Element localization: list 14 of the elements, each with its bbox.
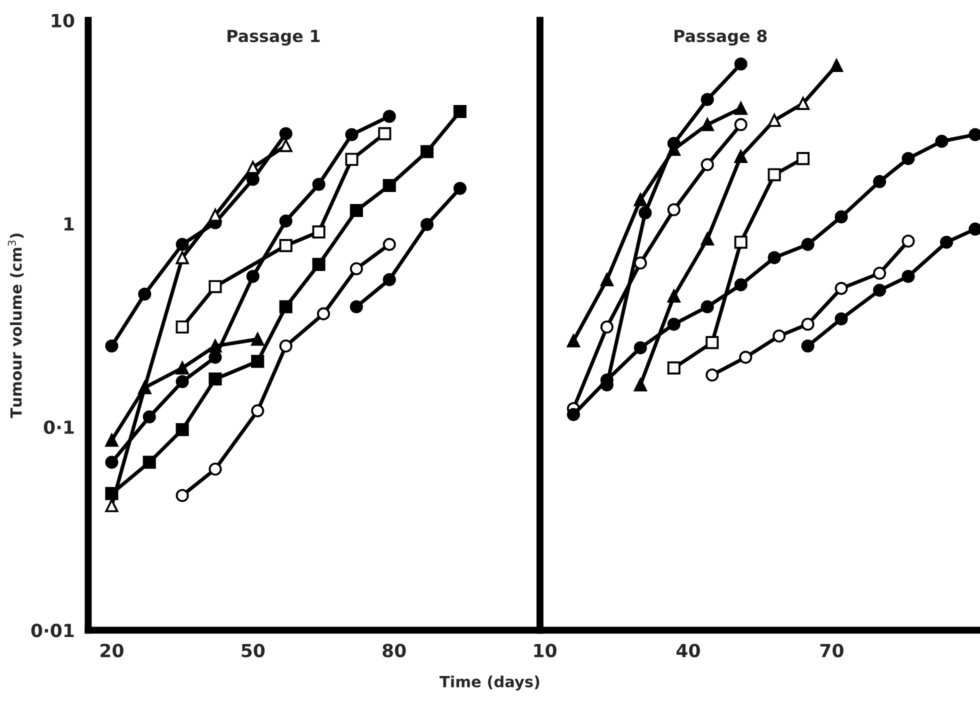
y-tick-label: 10: [52, 14, 74, 28]
y-tick-label: 0·1: [44, 420, 74, 434]
x-tick-label: 70: [820, 644, 844, 658]
x-tick-label: 10: [534, 644, 556, 658]
x-tick-label: 20: [100, 644, 124, 658]
text: Passage 8: [674, 30, 767, 46]
x-tick-label: 80: [382, 644, 406, 658]
y-axis-title: Tumour volume (cm$^{3}$): [8, 234, 24, 418]
y-tick-label: 1: [64, 217, 74, 230]
y-tick-label: 0·01: [31, 624, 74, 638]
text: Passage 1: [228, 30, 320, 46]
x-axis-title: Time (days): [440, 676, 540, 690]
x-tick-label: 50: [242, 644, 265, 658]
x-tick-label: 40: [676, 644, 700, 658]
